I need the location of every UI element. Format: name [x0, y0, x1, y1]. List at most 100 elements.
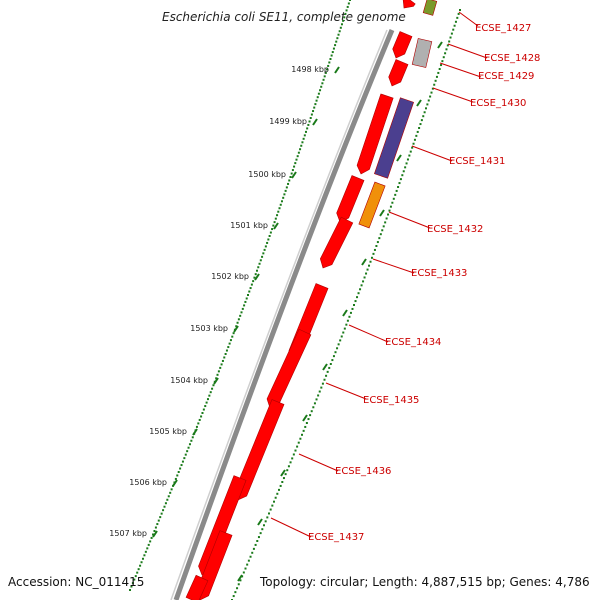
- inner-dot: [291, 457, 294, 460]
- tick-ring-outer: [128, 0, 351, 591]
- inner-dot: [236, 587, 239, 590]
- inner-dot: [442, 56, 445, 59]
- tick-ring-inner: [230, 9, 461, 600]
- inner-dot: [313, 402, 316, 405]
- inner-dot: [437, 71, 440, 74]
- inner-dot: [339, 339, 342, 342]
- inner-dot: [431, 87, 434, 90]
- outer-dot: [264, 245, 267, 248]
- outer-dot: [331, 51, 334, 54]
- outer-dot: [163, 505, 166, 508]
- inner-dot: [297, 441, 300, 444]
- inner-dot: [292, 453, 295, 456]
- inner-dot: [445, 48, 448, 51]
- inner-dot: [321, 382, 324, 385]
- outer-dot: [342, 19, 345, 22]
- outer-dot: [162, 509, 165, 512]
- tick-mark: [172, 479, 178, 487]
- inner-dot: [343, 327, 346, 330]
- gene-label: ECSE_1433: [411, 268, 467, 279]
- inner-dot: [454, 20, 457, 23]
- outer-dot: [156, 523, 159, 526]
- outer-dot: [201, 412, 204, 414]
- inner-dot: [284, 473, 287, 476]
- tick-mark: [312, 118, 318, 126]
- outer-dot: [239, 314, 242, 317]
- backbone-ring: [173, 29, 395, 600]
- outer-dot: [236, 321, 239, 324]
- inner-tick-mark: [416, 99, 422, 107]
- inner-dot: [412, 142, 415, 145]
- inner-dot: [449, 36, 452, 39]
- outer-dot: [177, 471, 180, 473]
- inner-dot: [389, 205, 392, 208]
- outer-dot: [134, 575, 137, 578]
- outer-dot: [217, 370, 220, 373]
- outer-dot: [319, 89, 322, 92]
- inner-dot: [369, 260, 372, 263]
- gene-label: ECSE_1434: [385, 337, 441, 348]
- outer-dot: [160, 512, 163, 515]
- outer-dot: [254, 273, 257, 276]
- inner-dot: [323, 378, 326, 381]
- inner-tick-mark: [322, 363, 328, 371]
- inner-dot: [438, 68, 441, 70]
- outer-dot: [180, 464, 183, 467]
- inner-dot: [246, 563, 249, 566]
- outer-dot: [188, 443, 191, 446]
- outer-dot: [128, 589, 131, 591]
- outer-dot: [252, 280, 255, 283]
- inner-dot: [234, 591, 237, 594]
- outer-dot: [228, 342, 231, 345]
- cds-arrow: [388, 59, 409, 87]
- outer-dot: [211, 387, 214, 390]
- inner-dot: [456, 16, 459, 19]
- outer-dot: [154, 526, 157, 529]
- outer-dot: [149, 540, 152, 543]
- tick-mark: [334, 66, 340, 74]
- feature-olive: [422, 0, 438, 16]
- outer-dot: [169, 491, 172, 494]
- outer-dot: [253, 276, 256, 279]
- inner-dot: [423, 111, 426, 114]
- gene-label: ECSE_1435: [363, 395, 419, 406]
- gene-leader-line: [458, 11, 479, 27]
- outer-dot: [321, 82, 324, 85]
- outer-dot: [349, 0, 351, 1]
- inner-dot: [382, 225, 385, 228]
- gene-leader-line: [298, 453, 339, 472]
- outer-dot: [150, 536, 153, 539]
- outer-dot: [237, 318, 240, 321]
- inner-dot: [277, 488, 280, 491]
- inner-dot: [453, 24, 456, 27]
- outer-dot: [137, 568, 140, 571]
- inner-dot: [286, 469, 289, 472]
- inner-dot: [406, 158, 409, 161]
- inner-dot: [305, 422, 308, 424]
- inner-dot: [345, 323, 348, 326]
- inner-dot: [365, 272, 368, 275]
- inner-dot: [337, 343, 340, 346]
- outer-dot: [229, 339, 232, 342]
- inner-dot: [287, 465, 290, 468]
- outer-dot: [262, 252, 265, 255]
- outer-dot: [258, 262, 261, 265]
- outer-dot: [280, 200, 283, 203]
- outer-dot: [328, 61, 331, 64]
- outer-dot: [176, 474, 179, 477]
- inner-dot: [381, 229, 384, 232]
- genome-summary-label: Topology: circular; Length: 4,887,515 bp…: [260, 575, 590, 589]
- outer-dot: [206, 398, 209, 401]
- outer-dot: [306, 127, 309, 130]
- outer-dot: [224, 353, 227, 355]
- tick-label: 1504 kbp: [170, 376, 208, 385]
- tick-mark: [192, 428, 198, 436]
- inner-tick-mark: [379, 209, 385, 217]
- inner-dot: [411, 146, 414, 149]
- inner-dot: [450, 32, 453, 35]
- outer-dot: [288, 179, 291, 182]
- outer-dot: [187, 446, 190, 449]
- outer-dot: [276, 214, 279, 217]
- tick-label: 1501 kbp: [230, 221, 268, 230]
